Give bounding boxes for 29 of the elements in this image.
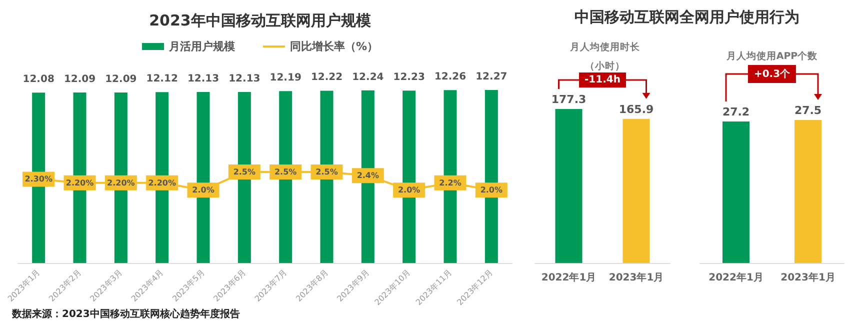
data-label: 12.24 xyxy=(352,72,384,83)
data-label: 12.13 xyxy=(187,73,220,84)
chart-title: 2023年中国移动互联网用户规模 xyxy=(149,12,372,30)
data-label: 12.27 xyxy=(476,72,508,82)
data-label: 27.2 xyxy=(722,106,750,119)
source-note: 数据来源：2023中国移动互联网核心趋势年度报告 xyxy=(12,307,240,321)
chart-title: 中国移动互联网全网用户使用行为 xyxy=(574,8,800,27)
data-label: 12.22 xyxy=(310,72,343,84)
chart-subtitle: 月人均使用APP个数 xyxy=(725,50,819,62)
text: +0.3个 xyxy=(748,65,796,83)
data-label: 12.12 xyxy=(146,74,178,85)
data-label: 12.09 xyxy=(105,74,137,86)
data-label: 27.5 xyxy=(794,104,822,117)
x-tick-label: 2023年1月 xyxy=(780,272,836,284)
data-label: 12.08 xyxy=(22,74,54,86)
data-label: 12.19 xyxy=(270,72,302,84)
legend-label: 同比增长率（%） xyxy=(290,40,378,53)
x-tick-label: 2022年1月 xyxy=(708,272,764,284)
data-label: 177.3 xyxy=(551,93,586,106)
data-label: 12.09 xyxy=(64,74,96,86)
x-tick-label: 2022年1月 xyxy=(541,272,596,284)
legend-label: 月活用户规模 xyxy=(168,40,236,53)
data-label: 12.23 xyxy=(393,72,425,84)
chart-subtitle: 月人均使用时长（小时） xyxy=(569,41,641,72)
data-label: 165.9 xyxy=(618,102,654,116)
text: -11.4h xyxy=(578,72,626,88)
data-label: 12.13 xyxy=(228,73,260,84)
x-tick-label: 2023年1月 xyxy=(608,272,664,284)
data-label: 12.26 xyxy=(434,72,466,83)
